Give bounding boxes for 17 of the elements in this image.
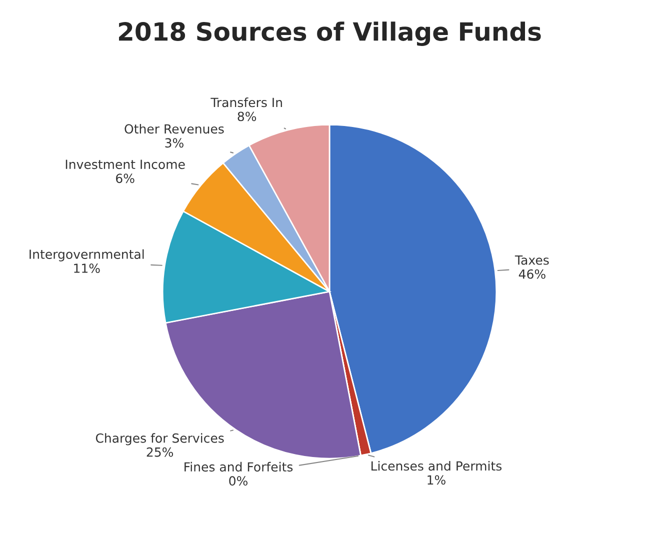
slice-label: Charges for Services (96, 433, 224, 446)
data-label: 3% (165, 138, 184, 148)
slice-label: Taxes (514, 256, 549, 265)
data-label: 8% (238, 112, 256, 122)
data-label: 1% (428, 475, 446, 485)
slice-label: Investment Income (66, 160, 185, 170)
data-label: 25% (146, 447, 174, 457)
slice-label: Intergovernmental (30, 249, 144, 262)
chart-title: 2018 Sources of Village Funds (119, 22, 541, 46)
slice-label: Transfers In (210, 97, 282, 108)
category-label: Fines and Forfeits (184, 462, 293, 472)
text: 0% (229, 476, 248, 486)
data-label: 46% (518, 269, 546, 279)
data-label: 6% (116, 174, 134, 184)
slice-label: Other Revenues (124, 124, 224, 134)
data-label: 11% (74, 264, 100, 273)
slice-label: Licenses and Permits (372, 460, 502, 471)
